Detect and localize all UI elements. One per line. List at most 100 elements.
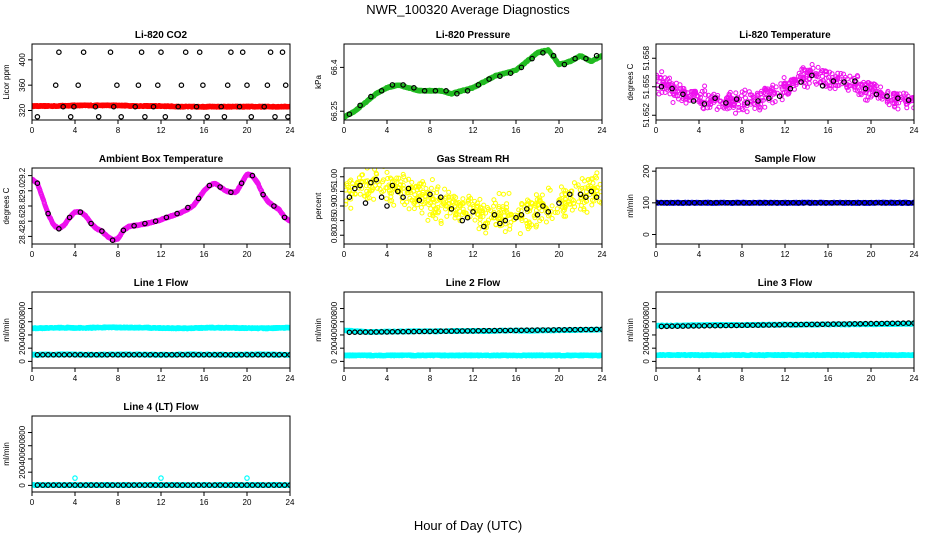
data-point — [366, 190, 372, 196]
y-tick-label: 66.4 — [330, 59, 339, 75]
data-point — [728, 96, 734, 102]
data-point — [691, 200, 698, 206]
y-tick-label: 51.658 — [642, 45, 651, 70]
data-point — [813, 71, 819, 77]
data-point — [529, 222, 535, 228]
series — [658, 72, 912, 107]
data-point — [248, 114, 255, 120]
data-point — [344, 201, 349, 207]
data-point — [491, 209, 497, 215]
data-point — [879, 90, 884, 96]
data-point — [204, 114, 211, 120]
data-point — [384, 203, 390, 209]
data-point — [344, 183, 350, 188]
x-tick-label: 16 — [824, 250, 833, 259]
data-point — [763, 91, 768, 97]
data-point — [724, 200, 731, 206]
data-point — [416, 184, 422, 190]
data-point — [770, 82, 776, 88]
data-point — [893, 100, 899, 106]
data-point — [287, 325, 290, 331]
data-point — [838, 71, 844, 76]
data-point — [549, 216, 555, 221]
data-point — [430, 197, 436, 203]
data-point — [389, 190, 394, 196]
data-point — [779, 84, 785, 90]
data-point — [525, 226, 531, 232]
data-point — [723, 100, 729, 106]
x-tick-label: 4 — [697, 126, 702, 135]
data-point — [422, 194, 428, 200]
data-point — [726, 91, 732, 97]
data-point — [142, 220, 148, 227]
data-point — [418, 205, 424, 210]
data-point — [845, 200, 851, 206]
panel-y-axis-label: degrees C — [2, 187, 11, 224]
data-point — [417, 181, 423, 187]
data-point — [401, 174, 407, 180]
data-point — [45, 210, 51, 217]
data-point — [118, 114, 125, 120]
data-point — [464, 214, 471, 221]
data-point — [71, 103, 77, 110]
x-tick-label: 20 — [867, 250, 876, 259]
data-point — [221, 114, 228, 120]
data-point — [406, 176, 412, 182]
data-point — [858, 88, 864, 94]
data-point — [695, 93, 700, 99]
data-point — [193, 103, 200, 110]
data-point — [539, 208, 545, 214]
data-point — [656, 200, 659, 206]
data-point — [598, 200, 602, 206]
data-point — [496, 205, 502, 211]
data-point — [287, 104, 290, 110]
data-point — [576, 199, 581, 205]
data-point — [186, 114, 192, 120]
data-point — [261, 103, 268, 110]
data-point — [740, 200, 747, 206]
data-point — [409, 184, 415, 190]
x-tick-label: 24 — [286, 126, 295, 135]
y-tick-label: 320 — [18, 103, 27, 117]
data-point — [371, 196, 377, 202]
data-point — [150, 103, 157, 110]
data-point — [506, 190, 512, 196]
data-point — [891, 91, 897, 97]
data-point — [525, 197, 530, 203]
y-tick-label: 1.00 — [330, 168, 339, 184]
data-point — [804, 69, 810, 75]
y-tick-label: 0.95 — [330, 183, 339, 199]
data-point — [366, 195, 372, 201]
data-point — [697, 200, 703, 206]
data-point — [690, 98, 697, 104]
data-point — [228, 49, 234, 56]
x-tick-label: 24 — [910, 250, 919, 259]
data-point — [852, 78, 858, 84]
data-point — [80, 49, 87, 56]
data-point — [434, 186, 440, 192]
data-point — [410, 188, 416, 194]
data-point — [789, 81, 795, 87]
data-point — [599, 53, 602, 59]
data-point — [433, 216, 439, 222]
data-point — [155, 82, 161, 89]
data-point — [489, 215, 494, 221]
x-tick-label: 12 — [469, 126, 478, 135]
data-point — [344, 198, 349, 204]
data-point — [571, 180, 577, 186]
panel-plot-area — [32, 49, 290, 120]
x-tick-label: 8 — [116, 250, 121, 259]
panel-frame — [31, 167, 291, 245]
data-point — [699, 88, 705, 94]
series — [32, 171, 290, 243]
data-point — [502, 221, 508, 227]
data-point — [429, 177, 435, 183]
data-point — [675, 200, 681, 206]
data-point — [460, 200, 466, 206]
data-point — [539, 192, 545, 198]
data-point — [865, 80, 871, 86]
data-point — [281, 214, 288, 221]
data-point — [558, 184, 564, 190]
data-point — [480, 214, 486, 219]
series — [34, 172, 288, 244]
